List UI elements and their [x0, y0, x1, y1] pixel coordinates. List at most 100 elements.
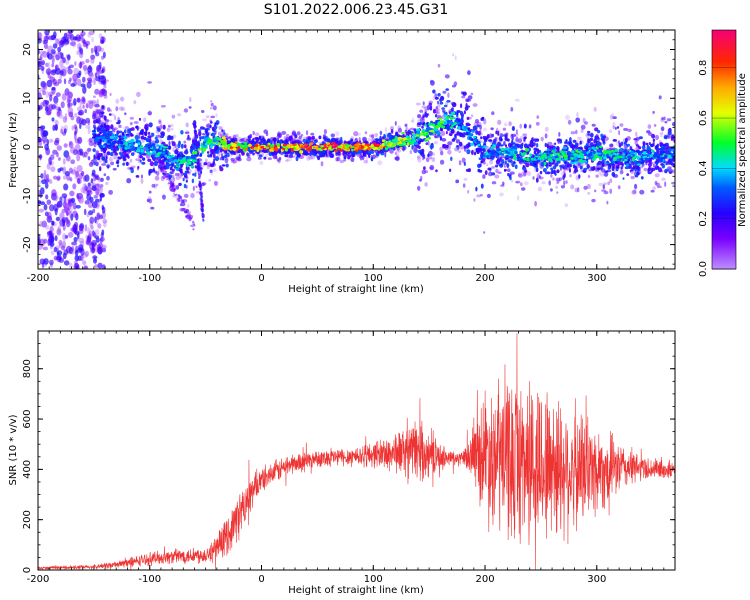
spectrogram-cell: [539, 176, 544, 180]
spectrogram-cell: [130, 168, 134, 174]
spectrogram-cell: [168, 178, 172, 182]
spectrogram-cell: [445, 88, 450, 91]
spectrogram-cell: [609, 147, 613, 151]
spectrogram-cell: [311, 135, 316, 140]
spectrogram-cell: [106, 175, 110, 181]
spectrogram-cell: [560, 185, 566, 189]
spectrogram-cell: [569, 168, 571, 173]
spectrogram-cell: [120, 106, 126, 112]
spectrogram-cell: [172, 146, 175, 153]
spectrogram-cell: [652, 138, 656, 142]
spectrogram-cell: [454, 122, 457, 126]
spectrogram-cell: [81, 96, 86, 103]
spectrogram-cell: [612, 163, 615, 169]
spectrogram-cell: [544, 126, 549, 132]
spectrogram-cell: [291, 130, 297, 136]
spectrogram-cell: [648, 166, 651, 171]
spectrogram-cell: [91, 185, 97, 192]
spectrogram-cell: [47, 53, 53, 60]
spectrogram-cell: [174, 184, 177, 187]
spectrogram-cell: [386, 133, 391, 138]
spectrogram-cell: [647, 124, 652, 129]
spectrogram-cell: [559, 164, 563, 168]
spectrogram-cell: [85, 124, 91, 129]
spectrogram-cell: [162, 194, 166, 200]
spectrogram-cell: [367, 137, 372, 142]
spectrogram-cell: [427, 140, 430, 146]
spectrogram-cell: [174, 172, 180, 177]
spectrogram-cell: [88, 210, 94, 216]
spectrogram-cell: [273, 141, 276, 145]
spectrogram-cell: [417, 158, 422, 163]
spectrogram-cell: [102, 51, 106, 59]
spectrogram-cell: [72, 73, 78, 82]
spectrogram-cell: [526, 171, 532, 176]
spectrogram-cell: [180, 198, 183, 201]
spectrogram-cell: [204, 128, 208, 134]
spectrogram-cell: [113, 128, 116, 135]
spectrogram-cell: [187, 134, 190, 140]
spectrogram-cell: [224, 158, 229, 164]
spectrogram-cell: [666, 145, 670, 150]
spectrogram-cell: [425, 113, 428, 118]
spectrogram-cell: [554, 162, 559, 167]
spectrogram-cell: [497, 130, 500, 136]
spectrogram-cell: [428, 102, 432, 107]
spectrogram-cell: [47, 61, 51, 70]
spectrogram-cell: [91, 99, 97, 104]
spectrogram-cell: [458, 150, 462, 153]
spectrogram-cell: [184, 131, 190, 134]
spectrogram-cell: [612, 122, 616, 127]
spectrogram-cell: [646, 130, 651, 134]
spectrogram-cell: [135, 149, 141, 153]
spectrogram-cell: [426, 157, 430, 163]
spectrogram-cell: [96, 70, 101, 75]
spectrogram-cell: [267, 157, 273, 161]
spectrogram-cell: [53, 31, 57, 39]
spectrogram-cell: [422, 156, 425, 161]
spectrogram-cell: [190, 155, 196, 159]
spectrogram-cell: [96, 185, 101, 192]
spectrogram-cell: [107, 107, 111, 112]
spectrogram-cell: [48, 138, 54, 143]
spectrogram-cell: [642, 141, 646, 147]
spectrogram-cell: [31, 36, 36, 43]
spectrogram-cell: [179, 173, 183, 179]
spectrogram-cell: [329, 153, 334, 158]
spectrogram-cell: [136, 91, 141, 98]
spectrogram-cell: [142, 152, 147, 156]
spectrogram-cell: [116, 147, 119, 151]
spectrogram-cell: [76, 178, 82, 185]
spectrogram-cell: [404, 123, 408, 128]
spectrogram-cell: [174, 194, 177, 196]
spectrogram-cell: [273, 144, 278, 148]
spectrogram-cell: [211, 126, 215, 132]
spectrogram-cell: [578, 153, 584, 156]
spectrogram-cell: [44, 35, 49, 42]
spectrogram-cell: [489, 160, 493, 165]
spectrogram-cell: [31, 212, 35, 220]
spectrogram-cell: [587, 130, 591, 134]
spectrogram-cell: [135, 158, 141, 162]
spectrogram-cell: [98, 89, 105, 96]
spectrogram-cell: [100, 80, 106, 85]
spectrogram-cell: [303, 150, 308, 156]
spectrogram-cell: [556, 191, 559, 194]
spectrogram-cell: [652, 186, 657, 190]
spectrogram-cell: [133, 121, 139, 124]
spectrogram-cell: [84, 174, 90, 182]
spectrogram-cell: [263, 149, 268, 154]
spectrogram-cell: [147, 111, 152, 116]
spectrogram-cell: [350, 138, 354, 142]
spectrogram-cell: [234, 141, 238, 144]
spectrogram-cell: [214, 156, 220, 162]
spectrogram-cell: [109, 135, 114, 140]
spectrogram-cell: [195, 143, 198, 146]
spectrogram-cell: [656, 185, 662, 189]
spectrogram-cell: [511, 162, 515, 168]
spectrogram-cell: [58, 114, 64, 119]
spectrogram-cell: [164, 160, 168, 163]
spectrogram-cell: [475, 186, 478, 192]
spectrogram-cell: [602, 135, 606, 139]
spectrogram-cell: [579, 165, 583, 170]
